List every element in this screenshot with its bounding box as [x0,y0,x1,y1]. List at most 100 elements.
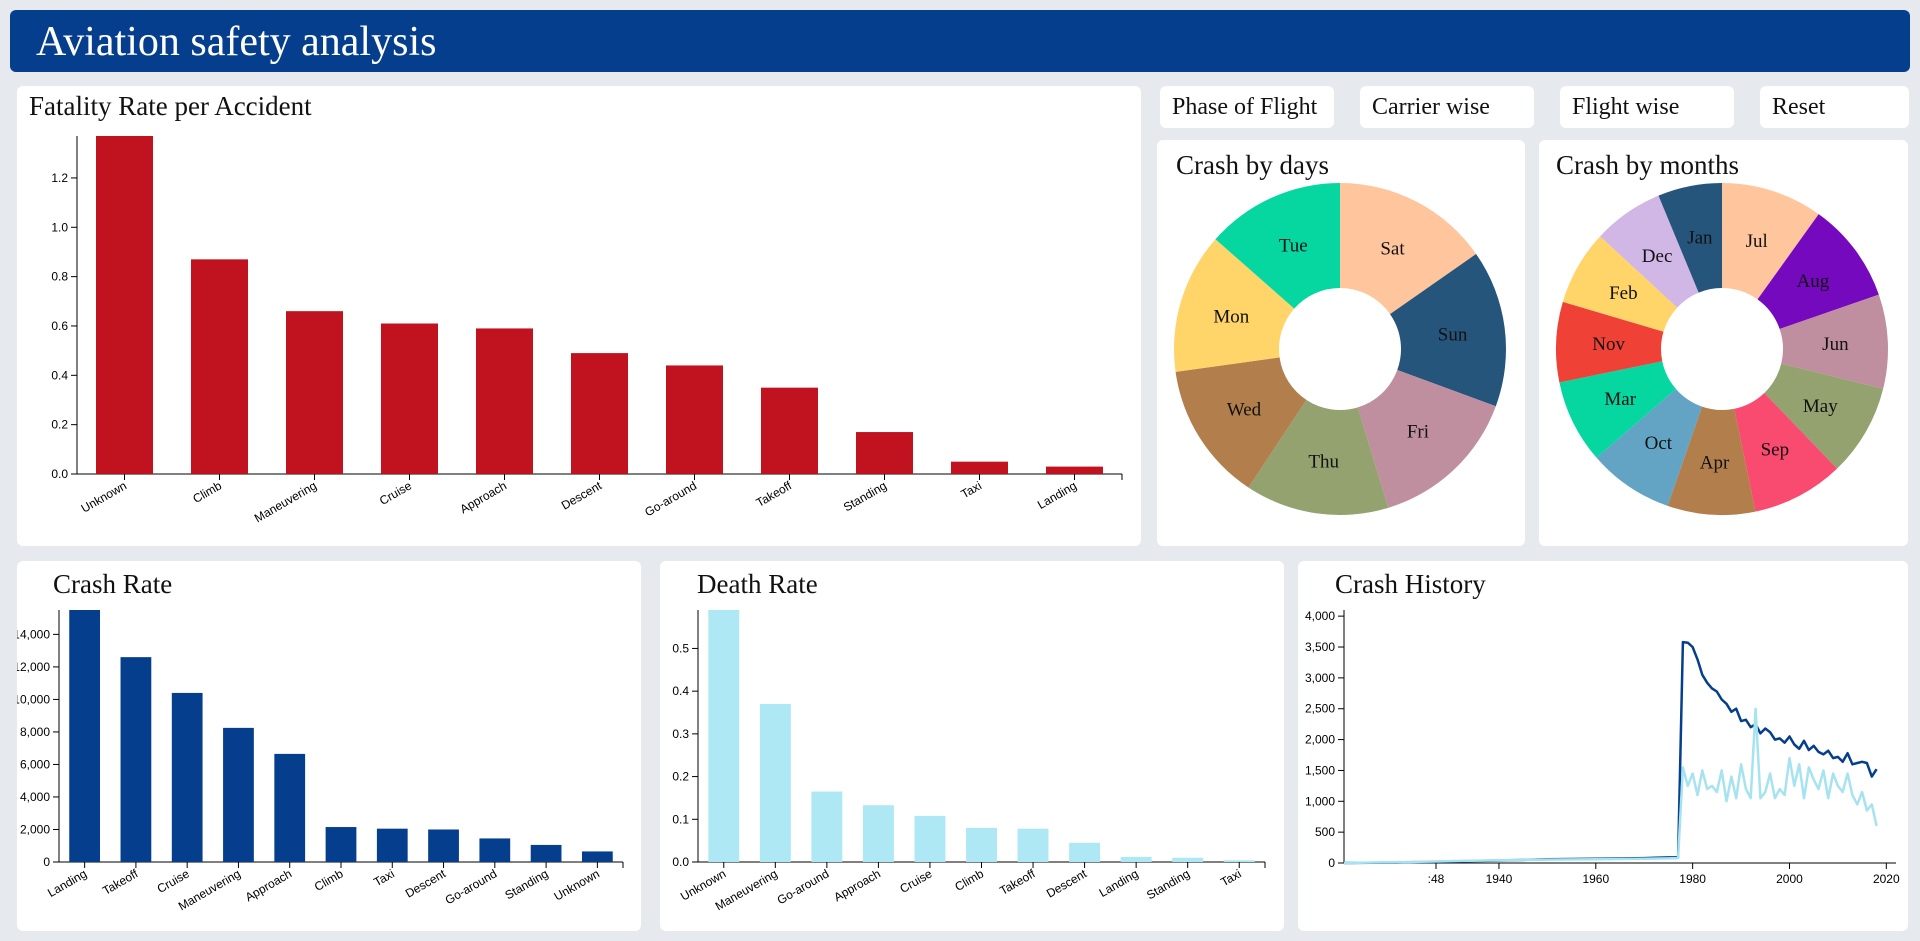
slice-label-fri: Fri [1407,421,1429,442]
y-tick-label: 0 [1328,856,1335,870]
y-tick-label: 0.2 [672,770,689,784]
slice-feb [1562,236,1678,332]
x-tick-label: Taxi [371,866,396,889]
x-tick-label: Descent [1044,866,1090,900]
y-tick-label: 500 [1315,825,1335,839]
slice-label-sep: Sep [1761,439,1790,460]
y-tick-label: 0.4 [672,684,689,698]
fatality-chart-title: Fatality Rate per Accident [29,91,312,121]
x-tick-label: Approach [831,866,882,904]
reset-button[interactable]: Reset [1760,86,1909,128]
slice-thu [1248,399,1389,515]
bar-cruise [914,815,946,862]
bar-descent [571,353,628,474]
carrier-wise-button[interactable]: Carrier wise [1360,86,1534,128]
slice-label-mar: Mar [1604,389,1636,410]
y-tick-label: 3,500 [1305,640,1335,654]
y-tick-label: 1.2 [51,171,68,185]
y-tick-label: 1,000 [1305,794,1335,808]
bar-standing [856,432,913,474]
x-tick-label: Takeoff [754,478,795,510]
x-tick-label: Go-around [642,478,699,519]
x-tick-label: Cruise [377,478,414,508]
x-tick-label: Landing [1097,866,1141,899]
history-panel: Crash History 0 500 1,000 1,500 2,000 2,500 3,… [1298,561,1908,931]
bar-go-around [479,838,511,862]
bar-climb [966,827,997,862]
slice-jan [1658,183,1722,293]
bar-go-around [666,365,723,474]
y-tick-label: 8,000 [20,725,50,739]
slice-label-wed: Wed [1227,400,1262,421]
months-chart-title: Crash by months [1556,150,1740,180]
slice-fri [1357,370,1496,508]
slice-label-jun: Jun [1822,334,1849,355]
bar-maneuvering [759,703,791,862]
bar-landing [1120,856,1152,862]
crash-chart-title: Crash Rate [53,569,173,599]
y-tick-label: 10,000 [17,692,50,706]
fatality-chart: 0.0 0.2 0.4 0.6 0.8 1.0 1.2 Unknown Climb Maneuve… [51,136,1123,525]
bar-maneuvering [286,311,343,474]
bar-descent [1069,842,1101,862]
x-tick-label: Climb [190,478,224,506]
slice-wed [1175,357,1307,488]
bar-landing [1046,466,1103,474]
history-chart: 0 500 1,000 1,500 2,000 2,500 3,000 3,500 4,000:… [1305,609,1900,886]
x-tick-label: Maneuvering [252,478,319,525]
slice-label-aug: Aug [1797,271,1830,292]
y-tick-label: 0.5 [672,641,689,655]
line-crashes [1343,640,1878,865]
bar-approach [862,805,894,862]
y-tick-label: 2,000 [1305,733,1335,747]
slice-label-sat: Sat [1380,238,1405,259]
bar-approach [476,328,533,474]
x-tick-label: :48 [1428,872,1445,886]
bar-unknown [581,851,613,862]
page-title: Aviation safety analysis [36,19,437,65]
y-tick-label: 14,000 [17,627,50,641]
bar-approach [274,753,306,862]
slice-aug [1757,214,1879,330]
months-panel: Crash by months Jul Aug Jun May Sep Apr Oct Mar… [1539,140,1908,546]
flight-wise-button[interactable]: Flight wise [1560,86,1734,128]
slice-jun [1779,294,1888,389]
y-tick-label: 0 [43,855,50,869]
x-tick-label: 1960 [1582,872,1609,886]
x-tick-label: Approach [243,866,294,904]
x-tick-label: Climb [952,866,986,894]
slice-label-sun: Sun [1438,324,1468,345]
y-tick-label: 0.2 [51,418,68,432]
slice-label-thu: Thu [1308,451,1339,472]
y-tick-label: 1.0 [51,220,68,234]
bar-standing [530,844,562,862]
slice-label-apr: Apr [1700,452,1730,473]
death-chart: 0.00.10.20.30.40.5UnknownManeuveringGo-a… [672,610,1266,913]
bar-descent [428,829,459,862]
phase-of-flight-button[interactable]: Phase of Flight [1160,86,1334,128]
x-tick-label: Takeoff [100,866,141,898]
bar-taxi [1223,860,1255,862]
header-banner: Aviation safety analysis [10,10,1910,72]
x-tick-label: 1980 [1679,872,1706,886]
x-tick-label: Taxi [1218,866,1243,889]
slice-label-dec: Dec [1642,246,1673,267]
bar-climb [325,827,357,862]
slice-label-jan: Jan [1687,228,1713,249]
y-tick-label: 1,500 [1305,763,1335,777]
slice-dec [1600,195,1699,308]
y-tick-label: 0.6 [51,319,68,333]
death-chart-title: Death Rate [697,569,818,599]
slice-apr [1667,406,1756,515]
y-tick-label: 2,500 [1305,702,1335,716]
slice-label-feb: Feb [1609,283,1638,304]
bar-landing [69,610,101,862]
x-tick-label: Landing [45,866,89,899]
x-tick-label: Taxi [959,478,984,501]
death-panel: Death Rate 0.0 0.1 0.2 0.3 0.4 0.5 Unknown Mane… [660,561,1284,931]
y-tick-label: 6,000 [20,757,50,771]
x-tick-label: 2000 [1776,872,1803,886]
bar-standing [1172,857,1204,862]
y-tick-label: 0.0 [51,467,68,481]
